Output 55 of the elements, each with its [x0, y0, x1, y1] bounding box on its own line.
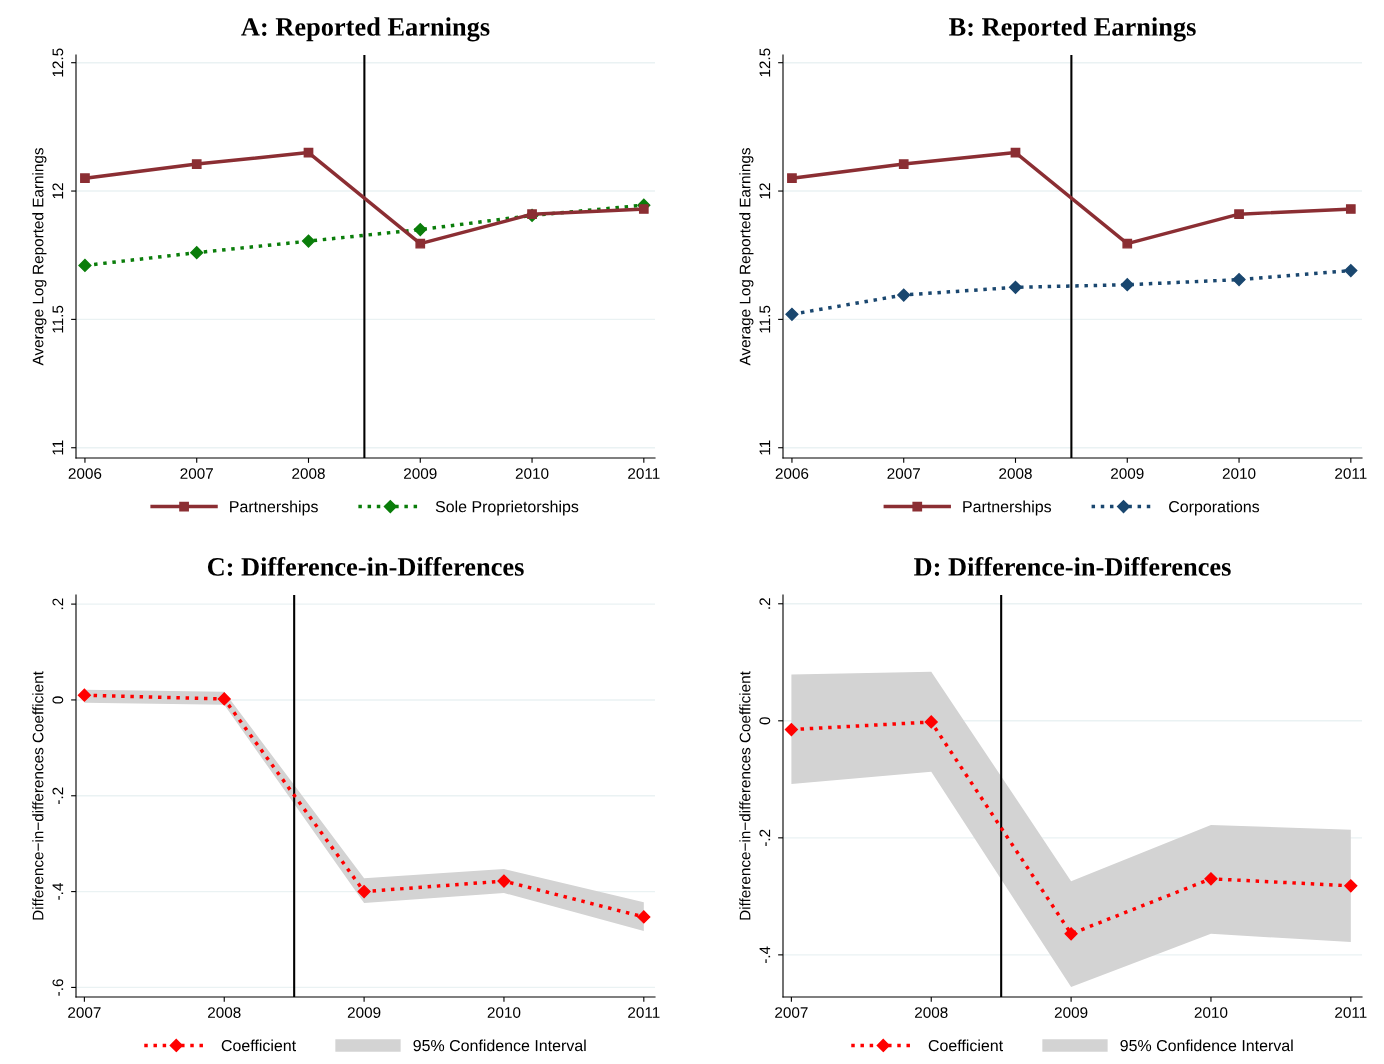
y-tick-label: 12: [52, 183, 64, 199]
legend-label: Partnerships: [230, 500, 318, 516]
x-tick-label: 2008: [915, 1007, 948, 1018]
x-tick-label: 2010: [1194, 1007, 1228, 1018]
legend-label: 95% Confidence Interval: [1120, 1039, 1293, 1052]
y-tick-label: 0: [759, 717, 771, 725]
legend-label: Partnerships: [963, 500, 1052, 516]
x-tick-label: 2011: [628, 1007, 660, 1018]
y-tick-label: -.6: [52, 979, 64, 996]
x-tick-label: 2006: [775, 468, 809, 479]
legend-label: Coefficient: [928, 1039, 1003, 1052]
y-tick-label: -.4: [759, 946, 771, 964]
y-axis-title: Average Log Reported Earnings: [739, 148, 754, 366]
x-tick-label: 2009: [1111, 468, 1144, 479]
x-tick-label: 2007: [180, 468, 213, 479]
x-tick-label: 2009: [1054, 1007, 1088, 1018]
y-axis-title: Average Log Reported Earnings: [32, 148, 47, 366]
x-tick-label: 2011: [628, 468, 660, 479]
chart-title: C: Difference-in-Differences: [207, 556, 524, 576]
y-tick-label: -.2: [759, 829, 771, 847]
y-tick-label: .2: [759, 598, 771, 609]
x-tick-label: 2011: [1335, 1007, 1367, 1018]
x-tick-label: 2010: [1222, 468, 1256, 479]
x-tick-label: 2009: [347, 1007, 381, 1018]
y-tick-label: 12: [759, 183, 771, 199]
y-tick-label: -.4: [52, 883, 64, 900]
y-tick-label: -.2: [52, 787, 64, 804]
x-tick-label: 2008: [999, 468, 1032, 479]
x-tick-label: 2007: [68, 1007, 101, 1018]
x-tick-label: 2011: [1335, 468, 1367, 479]
chart-title: D: Difference-in-Differences: [914, 556, 1231, 576]
x-tick-label: 2007: [775, 1007, 808, 1018]
chart-title: A: Reported Earnings: [241, 17, 490, 42]
x-tick-label: 2007: [887, 468, 920, 479]
y-tick-label: 12.5: [52, 48, 64, 77]
y-tick-label: .2: [52, 598, 64, 610]
x-tick-label: 2010: [487, 1007, 521, 1018]
x-tick-label: 2009: [404, 468, 437, 479]
chart-title: B: Reported Earnings: [949, 17, 1196, 42]
x-tick-label: 2010: [515, 468, 549, 479]
y-tick-label: 11: [52, 440, 64, 455]
x-tick-label: 2008: [208, 1007, 241, 1018]
legend-label: 95% Confidence Interval: [413, 1039, 586, 1052]
y-tick-label: 11.5: [52, 305, 64, 333]
y-tick-label: 12.5: [759, 48, 771, 77]
legend-label: Corporations: [1169, 500, 1260, 516]
legend-label: Coefficient: [221, 1039, 296, 1052]
legend-label: Sole Proprietorships: [435, 500, 579, 516]
y-axis-title: Difference−in−differences Coefficient: [739, 671, 751, 920]
y-tick-label: 11: [759, 440, 771, 455]
y-tick-label: 11.5: [759, 305, 771, 333]
y-tick-label: 0: [52, 696, 64, 704]
y-axis-title: Difference−in−differences Coefficient: [32, 671, 44, 920]
x-tick-label: 2008: [292, 468, 325, 479]
x-tick-label: 2006: [68, 468, 102, 479]
